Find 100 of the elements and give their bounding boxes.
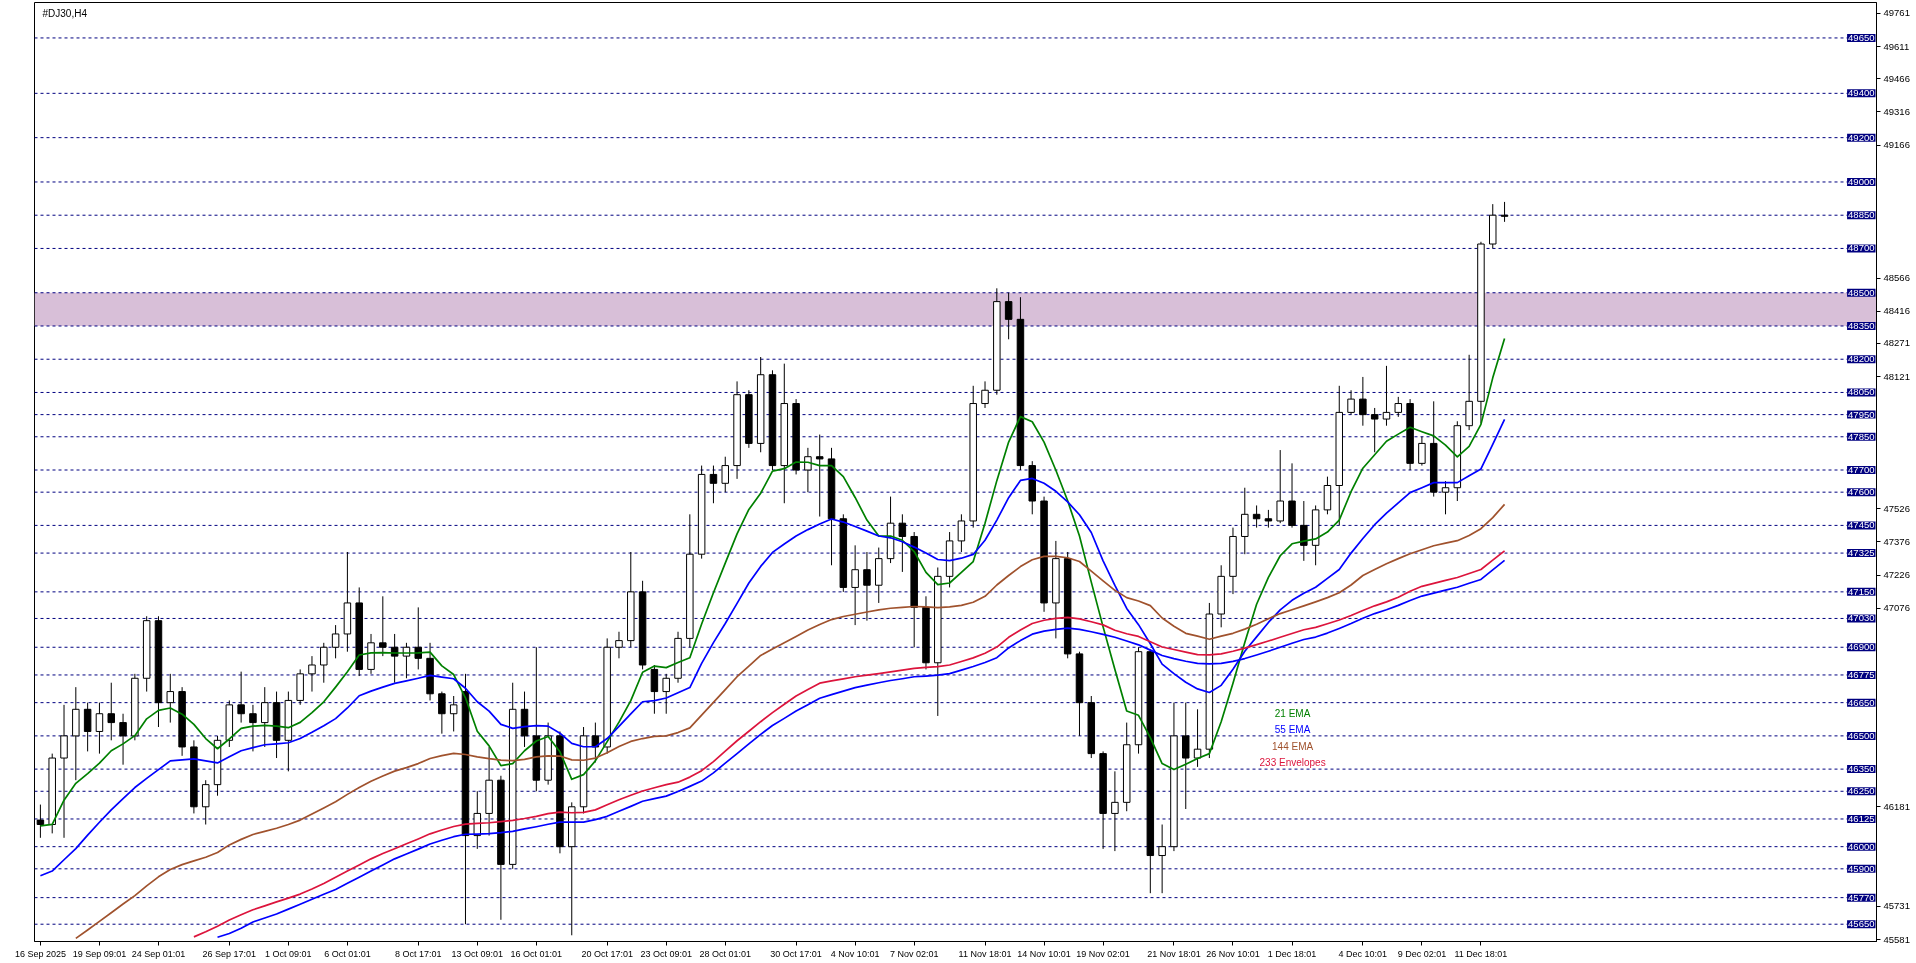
- candlestick: [1347, 389, 1355, 416]
- text: #DJ30,H4: [42, 7, 88, 19]
- y-tick-label: 49316: [1883, 105, 1910, 117]
- y-tick-label: 48121: [1883, 370, 1910, 382]
- ref-line-label: 46775: [1848, 668, 1875, 680]
- candlestick: [201, 779, 210, 826]
- ref-line-label: 47450: [1848, 519, 1875, 531]
- candlestick: [1182, 702, 1190, 810]
- y-tick-label: 49611: [1883, 40, 1910, 52]
- x-tick-label: 4 Nov 10:01: [830, 948, 880, 959]
- ref-line-label: 47600: [1848, 486, 1875, 498]
- x-tick-label: 21 Nov 18:01: [1147, 948, 1201, 959]
- candlestick: [662, 673, 670, 715]
- x-tick-label: 26 Nov 10:01: [1206, 948, 1260, 959]
- candlestick: [1394, 396, 1403, 418]
- candlestick: [1500, 201, 1509, 223]
- candlestick: [1441, 480, 1450, 515]
- ref-line-label: 47325: [1848, 547, 1875, 559]
- candlestick: [981, 380, 989, 409]
- ref-line-label: 45650: [1848, 918, 1875, 930]
- candlestick: [237, 671, 245, 724]
- candlestick: [650, 664, 659, 715]
- x-tick-label: 20 Oct 17:01: [581, 948, 633, 959]
- x-tick-label: 16 Sep 2025: [14, 948, 66, 959]
- ref-line-label: 47700: [1848, 464, 1875, 476]
- ref-line-label: 47030: [1848, 612, 1875, 624]
- text: 55 EMA: [1274, 724, 1311, 736]
- ref-line-label: 48350: [1848, 319, 1875, 331]
- candlestick: [379, 595, 387, 657]
- x-tick-label: 8 Oct 17:01: [394, 948, 442, 959]
- y-tick-label: 48566: [1883, 272, 1910, 284]
- x-tick-label: 9 Dec 02:01: [1397, 948, 1447, 959]
- candlestick: [83, 702, 92, 752]
- ref-line-label: 48200: [1848, 353, 1875, 365]
- ref-line-label: 48050: [1848, 386, 1875, 398]
- candlestick: [1004, 292, 1013, 340]
- ref-line-label: 47950: [1848, 408, 1875, 420]
- ref-line-label: 48500: [1848, 286, 1875, 298]
- x-tick-label: 28 Oct 01:01: [699, 948, 752, 959]
- candlestick: [166, 673, 175, 724]
- line-series: [74, 503, 1506, 940]
- candlestick: [36, 804, 45, 839]
- x-tick-label: 23 Oct 09:01: [640, 948, 692, 959]
- ref-line-label: 49400: [1848, 87, 1875, 99]
- x-tick-label: 11 Dec 18:01: [1454, 948, 1508, 959]
- x-tick-label: 7 Nov 02:01: [889, 948, 939, 959]
- x-tick-label: 16 Oct 01:01: [510, 948, 563, 959]
- candlestick: [1111, 770, 1119, 852]
- y-tick-label: 49166: [1883, 139, 1910, 151]
- x-tick-label: 6 Oct 01:01: [324, 948, 371, 959]
- candlestick: [60, 704, 68, 839]
- candlestick: [261, 686, 269, 748]
- y-tick-label: 47376: [1883, 535, 1910, 547]
- ref-line-label: 46125: [1848, 812, 1875, 824]
- ref-line-label: 46900: [1848, 641, 1875, 653]
- ref-line-label: 46650: [1848, 696, 1875, 708]
- candlestick: [119, 713, 127, 766]
- candlestick: [1382, 365, 1391, 427]
- x-tick-label: 13 Oct 09:01: [451, 948, 504, 959]
- ref-line-label: 49000: [1848, 175, 1875, 187]
- candlestick: [449, 695, 458, 732]
- ref-line-label: 49200: [1848, 131, 1875, 143]
- y-tick-label: 45581: [1883, 933, 1910, 945]
- text: 233 Envelopes: [1259, 757, 1326, 769]
- y-tick-label: 46181: [1883, 800, 1910, 812]
- candlestick: [1276, 449, 1284, 524]
- candlestick: [1300, 500, 1308, 562]
- x-tick-label: 1 Oct 09:01: [265, 948, 312, 959]
- candlestick: [815, 434, 824, 518]
- y-tick-label: 49466: [1883, 72, 1910, 84]
- candlestick: [863, 551, 871, 622]
- candlestick: [438, 691, 446, 735]
- ref-line-label: 48700: [1848, 242, 1875, 254]
- candlestick: [957, 513, 966, 553]
- x-tick-label: 4 Dec 10:01: [1338, 948, 1388, 959]
- candlestick: [249, 704, 257, 752]
- text: 144 EMA: [1272, 740, 1314, 752]
- x-tick-label: 30 Oct 17:01: [770, 948, 822, 959]
- ref-line-label: 45770: [1848, 891, 1875, 903]
- candlestick: [1241, 487, 1249, 555]
- x-tick-label: 14 Nov 10:01: [1017, 948, 1071, 959]
- candlestick: [107, 682, 115, 741]
- candlestick: [804, 447, 812, 493]
- y-tick-label: 47076: [1883, 602, 1910, 614]
- ref-line-label: 48850: [1848, 209, 1875, 221]
- x-tick-label: 11 Nov 18:01: [958, 948, 1012, 959]
- ref-line-label: 46000: [1848, 840, 1875, 852]
- ref-line-label: 47150: [1848, 585, 1875, 597]
- candlestick: [851, 544, 859, 626]
- candlestick: [1370, 407, 1379, 453]
- y-tick-label: 45731: [1883, 900, 1910, 912]
- ref-line-label: 47850: [1848, 430, 1875, 442]
- y-tick-label: 48416: [1883, 305, 1910, 317]
- candlestick: [1418, 436, 1426, 467]
- ref-line-label: 46350: [1848, 763, 1875, 775]
- candlestick: [308, 655, 316, 693]
- text: 21 EMA: [1274, 707, 1311, 719]
- candlestick: [1158, 824, 1166, 894]
- ref-line-label: 45900: [1848, 862, 1875, 874]
- x-tick-label: 24 Sep 01:01: [131, 948, 186, 959]
